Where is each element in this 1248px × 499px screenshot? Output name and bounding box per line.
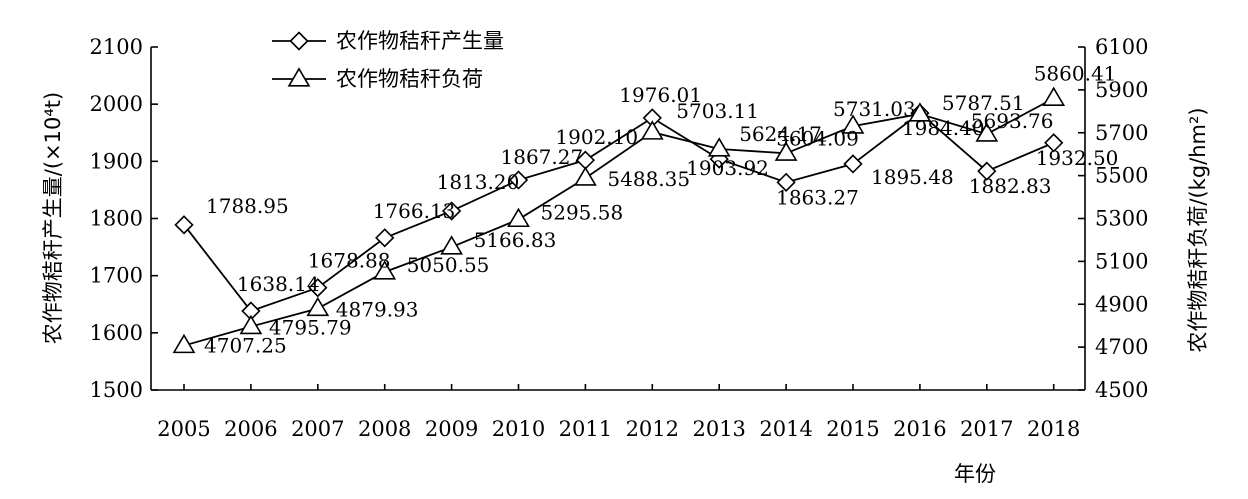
legend-label-1: 农作物秸秆产生量 [336,29,504,53]
x-tick-label: 2008 [358,417,411,441]
data-point-triangle [640,120,664,140]
data-label: 1788.95 [206,194,289,218]
right-y-tick-label: 5100 [1095,249,1148,273]
data-label: 1766.13 [373,199,456,223]
x-tick-label: 2015 [826,417,879,441]
legend-marker-diamond [289,31,309,51]
data-label: 1813.20 [437,170,520,194]
data-label: 4795.79 [269,316,352,340]
x-tick-label: 2013 [692,417,745,441]
right-y-tick-label: 6100 [1095,35,1148,59]
data-point-triangle [908,102,932,122]
x-axis-title: 年份 [954,462,996,486]
data-point-triangle [975,122,999,142]
data-label: 5604.09 [776,126,859,150]
data-label: 1678.88 [308,249,391,273]
data-label: 5488.35 [607,167,690,191]
x-tick-label: 2011 [559,417,612,441]
right-y-tick-label: 5300 [1095,207,1148,231]
data-point-triangle [306,296,330,317]
data-point-diamond [977,161,997,181]
x-tick-label: 2005 [157,417,210,441]
data-point-diamond [776,172,796,192]
data-point-diamond [508,170,529,190]
right-y-axis-title: 农作物秸秆负荷/(kg/hm²) [1186,107,1210,352]
data-label: 1902.10 [555,125,638,149]
left-y-tick-label: 1900 [90,149,143,173]
data-point-diamond [375,228,395,248]
data-label: 4879.93 [336,298,419,322]
data-point-triangle [1042,86,1066,106]
data-label: 5624.17 [739,122,822,146]
x-tick-label: 2016 [893,417,946,441]
data-point-triangle [440,235,463,255]
data-label: 5050.55 [407,253,490,277]
left-y-tick-label: 2000 [90,92,143,116]
right-y-tick-label: 4900 [1095,292,1148,316]
right-y-tick-label: 5900 [1095,78,1148,102]
data-label: 1895.48 [871,165,954,189]
data-label: 5703.11 [676,99,759,123]
data-label: 1984.40 [902,116,985,140]
right-y-tick-label: 4500 [1095,378,1148,402]
data-label: 5731.03 [833,97,916,121]
data-label: 1903.92 [686,156,769,180]
series-line-2 [183,97,1055,347]
data-point-diamond [441,201,462,221]
data-point-triangle [574,166,597,186]
x-tick-label: 2006 [224,417,277,441]
right-y-tick-label: 5700 [1095,121,1148,145]
data-point-triangle [239,314,263,335]
legend-label-2: 农作物秸秆负荷 [336,67,483,91]
data-label: 5166.83 [474,228,557,252]
x-tick-label: 2012 [626,417,679,441]
data-point-triangle [841,114,865,134]
data-point-triangle [774,141,798,161]
data-label: 5295.58 [541,200,624,224]
left-y-tick-label: 1600 [90,321,143,345]
data-label: 1867.27 [501,145,584,169]
left-y-tick-label: 1700 [90,264,143,288]
data-label: 1638.14 [237,272,320,296]
x-tick-label: 2009 [425,417,478,441]
left-y-tick-label: 1500 [90,378,143,402]
data-label: 4707.25 [204,334,287,358]
x-tick-label: 2017 [960,417,1013,441]
left-y-axis-title: 农作物秸秆产生量/(×10⁴t) [41,92,65,344]
data-label: 1976.01 [619,83,702,107]
data-point-diamond [1044,133,1064,153]
legend-marker-triangle [287,67,311,87]
x-tick-label: 2007 [291,417,344,441]
data-point-triangle [172,333,196,354]
right-y-tick-label: 5500 [1095,164,1148,188]
data-point-diamond [174,215,194,235]
data-point-diamond [308,278,328,298]
data-label: 1882.83 [969,174,1052,198]
left-y-tick-label: 2100 [90,35,143,59]
data-point-triangle [707,137,731,157]
data-label: 5693.76 [971,109,1054,133]
x-tick-label: 2014 [759,417,812,441]
x-tick-label: 2018 [1027,417,1080,441]
data-point-diamond [843,154,863,174]
data-point-triangle [373,260,397,280]
data-label: 5860.41 [1034,61,1117,85]
right-y-tick-label: 4700 [1095,335,1148,359]
left-y-tick-label: 1800 [90,207,143,231]
data-label: 1863.27 [776,185,859,209]
x-tick-label: 2010 [492,417,545,441]
data-label: 1932.50 [1036,146,1119,170]
data-label: 5787.51 [942,91,1025,115]
data-point-triangle [507,207,530,228]
